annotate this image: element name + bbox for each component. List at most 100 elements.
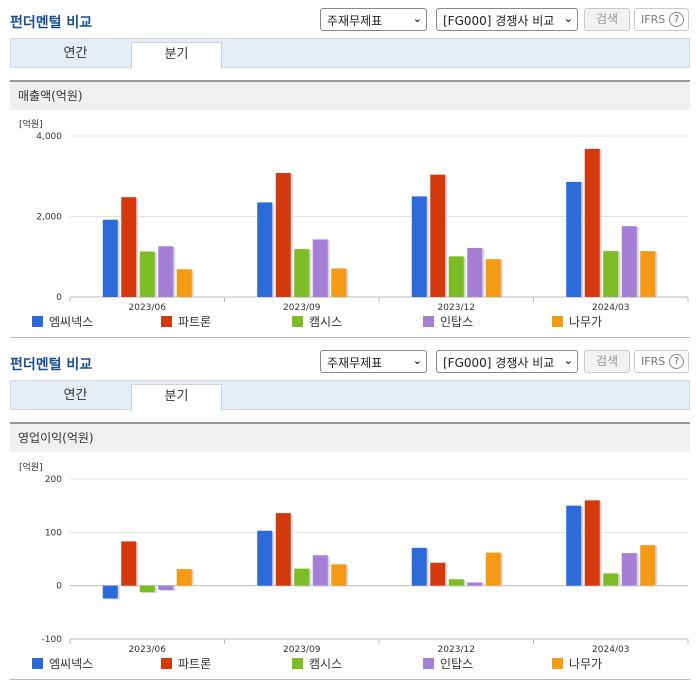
search-button[interactable]: 검색 (584, 350, 630, 373)
bar (621, 226, 637, 297)
chart-area: [억원] -100 0 100 200 2023/06 2023/09 2023/12 2024… (10, 452, 690, 680)
x-tick-label: 2024/03 (592, 303, 629, 313)
legend-item[interactable]: 인탑스 (423, 313, 473, 330)
bar (275, 173, 291, 297)
legend-swatch (552, 316, 563, 327)
compare-select-value: [FG000] 경쟁사 비교 (443, 14, 555, 28)
bar (411, 547, 427, 586)
bar (176, 569, 192, 586)
legend-item[interactable]: 캠시스 (292, 313, 342, 330)
legend-item[interactable]: 파트론 (161, 313, 211, 330)
legend-label: 캠시스 (309, 315, 343, 329)
ifrs-button[interactable]: IFRS ? (634, 8, 689, 31)
bar (331, 564, 347, 586)
ifrs-label: IFRS (641, 355, 666, 368)
legend-item[interactable]: 나무가 (552, 313, 602, 330)
fundamental-panel-operating-profit: 펀더멘털 비교 주재무제표 ⌄ [FG000] 경쟁사 비교 ⌄ 검색 IFRS… (0, 342, 696, 684)
bar (448, 256, 464, 297)
legend-label: 캠시스 (309, 657, 343, 671)
bar (640, 251, 656, 297)
y-tick-label: 4,000 (36, 132, 62, 142)
search-button[interactable]: 검색 (584, 8, 630, 31)
legend-item[interactable]: 캠시스 (292, 655, 342, 672)
bar (584, 500, 600, 586)
bar (467, 247, 483, 297)
panel-title: 펀더멘털 비교 (10, 15, 93, 31)
chevron-down-icon: ⌄ (412, 12, 422, 25)
legend-label: 엠씨넥스 (49, 657, 94, 671)
bar (102, 219, 118, 297)
ifrs-label: IFRS (641, 13, 666, 26)
bar (121, 541, 137, 586)
legend-swatch (161, 658, 172, 669)
bar (331, 268, 347, 297)
legend-label: 나무가 (569, 315, 603, 329)
panel-header: 펀더멘털 비교 주재무제표 ⌄ [FG000] 경쟁사 비교 ⌄ 검색 IFRS… (0, 0, 696, 34)
bar (411, 196, 427, 297)
bar (294, 568, 310, 586)
compare-select-value: [FG000] 경쟁사 비교 (443, 356, 555, 370)
bar (139, 251, 155, 297)
legend-swatch (552, 658, 563, 669)
chart-title-bar: 매출액(억원) (10, 80, 690, 110)
y-tick-label: 0 (56, 582, 62, 592)
bar (485, 259, 501, 297)
bar (485, 552, 501, 586)
operating-profit-chart: [억원] -100 0 100 200 2023/06 2023/09 2023/12 2024… (19, 461, 689, 655)
x-tick-label: 2023/06 (129, 645, 167, 655)
x-tick-label: 2023/06 (129, 303, 167, 313)
legend-label: 인탑스 (440, 315, 474, 329)
bar (448, 579, 464, 586)
y-axis-unit: [억원] (19, 461, 43, 473)
help-icon[interactable]: ? (669, 354, 684, 369)
period-tabs: 연간 분기 (10, 380, 690, 411)
ifrs-button[interactable]: IFRS ? (634, 350, 689, 373)
legend-item[interactable]: 나무가 (552, 655, 602, 672)
x-tick-label: 2023/12 (438, 645, 475, 655)
chevron-down-icon: ⌄ (563, 354, 573, 367)
legend-item[interactable]: 파트론 (161, 655, 211, 672)
compare-select[interactable]: [FG000] 경쟁사 비교 ⌄ (436, 350, 578, 373)
tab-quarterly[interactable]: 분기 (131, 42, 222, 69)
y-tick-label: 2,000 (36, 213, 62, 223)
bar (430, 174, 446, 297)
legend-swatch (423, 658, 434, 669)
legend-swatch (32, 316, 43, 327)
statement-select[interactable]: 주재무제표 ⌄ (320, 350, 427, 373)
help-icon[interactable]: ? (669, 12, 684, 27)
bar (294, 249, 310, 297)
bar (603, 573, 619, 586)
tab-quarterly[interactable]: 분기 (131, 384, 222, 411)
x-tick-label: 2023/12 (438, 303, 475, 313)
bar (430, 562, 446, 586)
bar (257, 530, 273, 586)
bar (312, 555, 328, 586)
tab-annual[interactable]: 연간 (63, 46, 88, 61)
bar (584, 148, 600, 297)
compare-select[interactable]: [FG000] 경쟁사 비교 ⌄ (436, 8, 578, 31)
statement-select-value: 주재무제표 (327, 14, 383, 28)
fundamental-panel-revenue: 펀더멘털 비교 주재무제표 ⌄ [FG000] 경쟁사 비교 ⌄ 검색 IFRS… (0, 0, 696, 338)
period-tabs: 연간 분기 (10, 38, 690, 69)
chevron-down-icon: ⌄ (563, 12, 573, 25)
y-axis-unit: [억원] (19, 118, 43, 130)
statement-select[interactable]: 주재무제표 ⌄ (320, 8, 427, 31)
x-tick-label: 2024/03 (592, 645, 629, 655)
y-tick-label: -100 (42, 635, 63, 645)
bar (158, 246, 174, 297)
legend-swatch (292, 316, 303, 327)
legend-item[interactable]: 인탑스 (423, 655, 473, 672)
bar (257, 202, 273, 297)
bar (158, 585, 174, 590)
bar (102, 585, 118, 599)
legend-label: 파트론 (178, 315, 212, 329)
legend-swatch (292, 658, 303, 669)
y-tick-label: 0 (56, 293, 62, 303)
legend-item[interactable]: 엠씨넥스 (32, 313, 93, 330)
tab-annual[interactable]: 연간 (63, 388, 88, 403)
bar (176, 269, 192, 297)
legend-item[interactable]: 엠씨넥스 (32, 655, 93, 672)
bar (467, 582, 483, 586)
x-tick-label: 2023/09 (283, 645, 321, 655)
chevron-down-icon: ⌄ (412, 354, 422, 367)
